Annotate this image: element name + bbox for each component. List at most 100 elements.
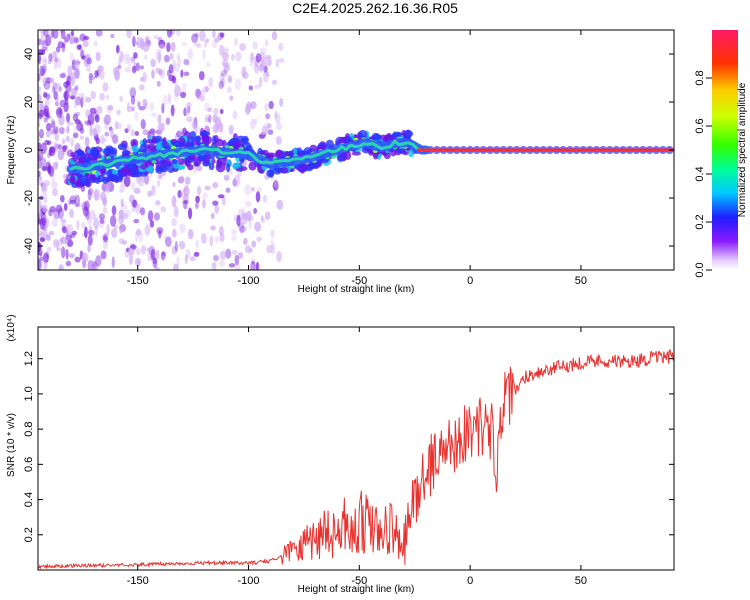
- spectral-speckle: [234, 37, 238, 46]
- spectral-speckle: [65, 83, 72, 93]
- spectral-speckle: [202, 192, 208, 200]
- spectral-speckle: [134, 131, 139, 136]
- spectral-speckle: [219, 44, 225, 56]
- spectral-speckle: [39, 40, 47, 45]
- spectral-speckle: [116, 44, 120, 54]
- x-tick-label: 0: [467, 575, 473, 587]
- spectral-speckle: [220, 69, 228, 77]
- spectral-speckle: [234, 254, 240, 266]
- spectral-speckle: [55, 146, 60, 153]
- spectral-speckle: [78, 92, 85, 103]
- spectral-speckle: [46, 140, 52, 146]
- spectral-speckle: [38, 142, 42, 151]
- spectral-band-blob: [145, 167, 152, 172]
- x-tick-label: -150: [127, 575, 149, 587]
- spectral-blobs: [38, 30, 674, 270]
- spectral-band-blob: [131, 145, 140, 153]
- spectral-speckle: [70, 233, 76, 239]
- snr-ticks: -150 -100 -50 0 50 0.2 0.4 0.6 0.8 1.0 1.2: [23, 327, 674, 587]
- spectral-speckle: [207, 114, 212, 124]
- spectral-band-blob: [342, 152, 348, 161]
- spectral-speckle: [95, 137, 100, 145]
- spectral-speckle: [254, 84, 261, 90]
- spectral-speckle: [41, 46, 48, 52]
- spectral-speckle: [157, 51, 162, 64]
- spectral-speckle: [74, 85, 79, 91]
- spectral-speckle: [56, 247, 64, 252]
- spectral-speckle: [51, 218, 58, 228]
- spectral-speckle: [260, 214, 264, 221]
- spectral-speckle: [65, 234, 72, 241]
- spectral-speckle: [99, 134, 105, 145]
- spectral-speckle: [193, 251, 200, 257]
- spectral-speckle: [142, 42, 150, 53]
- spectral-speckle: [76, 219, 80, 231]
- spectral-speckle: [75, 96, 81, 106]
- spectral-band-blob: [351, 151, 362, 156]
- spectral-speckle: [133, 218, 140, 224]
- spectral-speckle: [135, 203, 142, 215]
- spectral-speckle: [49, 77, 55, 84]
- spectral-speckle: [123, 175, 131, 188]
- spectral-speckle: [55, 46, 61, 53]
- spectral-speckle: [183, 71, 190, 77]
- spectral-speckle: [90, 90, 97, 100]
- spectral-speckle: [112, 134, 119, 144]
- spectral-band-blob: [72, 154, 79, 162]
- spectral-speckle: [219, 108, 224, 115]
- y-tick-label: 1.0: [23, 386, 35, 401]
- spectral-speckle: [38, 142, 42, 150]
- spectral-speckle: [167, 93, 172, 104]
- spectral-speckle: [38, 86, 42, 92]
- spectral-speckle: [55, 125, 60, 134]
- spectral-speckle: [67, 239, 74, 248]
- spectral-speckle: [222, 52, 229, 61]
- spectral-speckle: [268, 100, 274, 110]
- spectral-band-blob: [172, 158, 178, 165]
- spectral-speckle: [57, 149, 65, 161]
- spectral-speckle: [101, 138, 108, 143]
- spectral-speckle: [165, 236, 172, 248]
- spectral-speckle: [87, 187, 94, 196]
- spectral-speckle: [255, 191, 261, 203]
- spectral-band-blob: [225, 163, 231, 173]
- spectral-speckle: [112, 66, 120, 76]
- spectral-speckle: [279, 98, 284, 107]
- spectral-speckle: [89, 107, 97, 115]
- spectral-speckle: [62, 138, 66, 145]
- spectral-speckle: [56, 82, 61, 92]
- spectral-speckle: [118, 210, 124, 215]
- spectral-speckle: [241, 206, 245, 219]
- spectral-speckle: [149, 220, 155, 228]
- spectral-speckle: [38, 122, 41, 128]
- spectral-speckle: [45, 34, 52, 47]
- spectral-speckle: [124, 128, 129, 134]
- spectral-speckle: [138, 84, 145, 91]
- spectral-speckle: [237, 170, 242, 177]
- spectral-speckle: [95, 255, 102, 267]
- spectral-speckle: [46, 152, 51, 159]
- spectral-speckle: [103, 232, 109, 238]
- spectral-speckle: [87, 244, 91, 253]
- spectral-speckle: [213, 107, 219, 115]
- y-tick-label: -40: [23, 238, 35, 254]
- spectral-speckle: [102, 82, 109, 92]
- spectral-speckle: [38, 227, 43, 237]
- spectral-speckle: [73, 101, 78, 109]
- spectral-speckle: [142, 129, 149, 136]
- spectral-speckle: [52, 82, 58, 91]
- spectral-speckle: [87, 234, 93, 246]
- spectral-speckle: [210, 225, 216, 231]
- spectral-speckle: [44, 251, 50, 259]
- colorbar-label: Normalized spectral amplitude: [737, 82, 748, 217]
- spectral-speckle: [244, 201, 252, 207]
- spectral-speckle: [87, 113, 95, 126]
- spectral-speckle: [93, 218, 99, 230]
- spectral-band-blob: [91, 147, 100, 158]
- spectral-band-blob: [204, 157, 211, 165]
- spectral-band-blob: [372, 133, 382, 141]
- spectral-speckle: [39, 230, 45, 239]
- spectral-speckle: [214, 37, 220, 43]
- spectral-speckle: [161, 103, 165, 114]
- y-tick-label: 0: [23, 147, 35, 153]
